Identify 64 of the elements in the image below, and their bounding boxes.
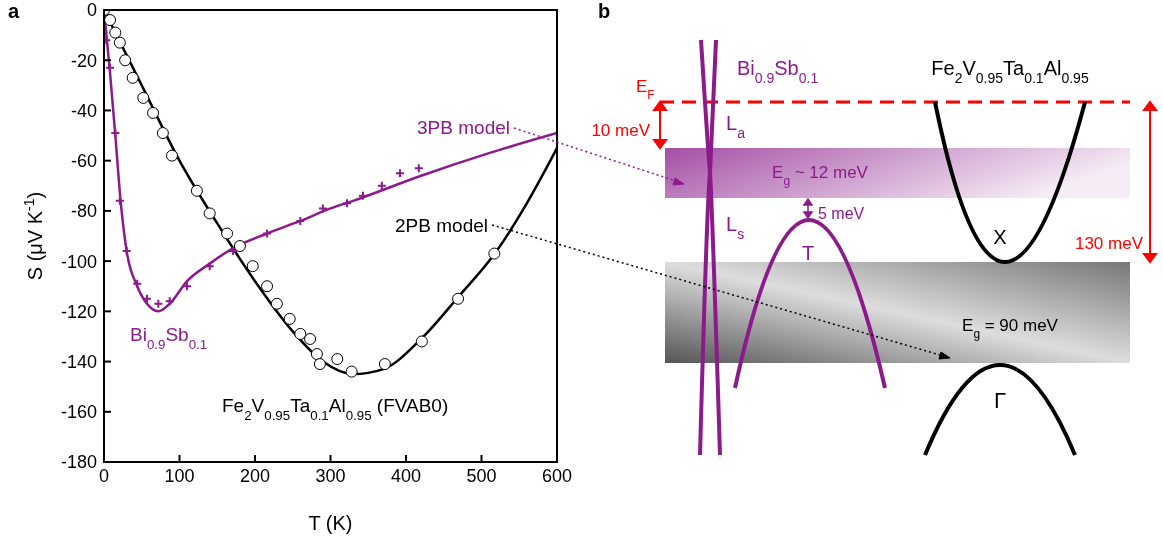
x-tick-label: 400 (390, 465, 422, 486)
text: Bi$_{0.9}$Sb$_{0.1}$ (737, 57, 819, 86)
x-tick-label: 200 (239, 465, 271, 486)
point (221, 227, 234, 240)
point (126, 71, 139, 84)
y-tick-label: -120 (60, 301, 97, 322)
text: E$_{g}$ ~ 12 meV (772, 163, 869, 188)
y-tick-label: -80 (70, 201, 97, 222)
point (203, 207, 216, 220)
y-tick-label: -40 (70, 100, 97, 121)
y-tick-label: -180 (60, 452, 97, 473)
series-label: 2PB model (395, 215, 488, 236)
text: 130 meV (1074, 234, 1144, 253)
x-tick-label: 300 (315, 465, 346, 486)
point (415, 335, 428, 348)
point (378, 358, 391, 371)
text: 10 meV (591, 121, 651, 140)
point (119, 54, 132, 67)
text: b (598, 0, 611, 22)
point (345, 365, 358, 378)
text: X (993, 226, 1007, 248)
text: L$_{a}$ (726, 112, 746, 141)
point (310, 348, 323, 361)
point (156, 127, 169, 140)
text: E$_{g}$ = 90 meV (962, 316, 1059, 341)
y-tick-label: -60 (70, 151, 97, 172)
point (261, 280, 274, 293)
x-axis-title: T (K) (308, 512, 353, 534)
y-tick-label: -100 (60, 251, 97, 272)
x-tick-label: 600 (541, 465, 573, 486)
y-tick-label: -20 (70, 50, 97, 71)
y-tick-label: -160 (60, 402, 97, 423)
text: 5 meV (818, 205, 865, 222)
text: Fe$_{2}$V$_{0.95}$Ta$_{0.1}$Al$_{0.95}$ (931, 57, 1089, 86)
point (113, 36, 126, 49)
point (165, 149, 178, 162)
point (109, 26, 122, 39)
x-tick-label: 0 (98, 465, 110, 486)
series-label: Bi$_{0.9}$Sb$_{0.1}$ (130, 324, 208, 352)
point (283, 312, 296, 325)
point (137, 91, 150, 104)
point (246, 260, 259, 273)
point (488, 247, 501, 260)
y-tick-label: 0 (86, 0, 97, 21)
chart-title: a (8, 0, 20, 22)
point (270, 297, 283, 310)
point (313, 358, 326, 371)
text: Γ (993, 388, 1007, 413)
text: E$_{F}$ (636, 77, 655, 102)
point (304, 332, 317, 345)
point (294, 327, 307, 340)
point (331, 353, 344, 366)
y-tick-label: -140 (60, 351, 97, 372)
x-tick-label: 100 (164, 465, 195, 486)
text: L$_{s}$ (726, 213, 745, 242)
point (233, 240, 246, 253)
point (104, 14, 117, 27)
text: Fe$_{2}$V$_{0.95}$Ta$_{0.1}$Al$_{0.95}$ (FVAB0) (222, 395, 449, 423)
point (452, 292, 465, 305)
text: T (801, 242, 815, 264)
series-label: 3PB model (417, 117, 510, 138)
x-tick-label: 500 (466, 465, 497, 486)
point (190, 184, 203, 197)
point (147, 106, 160, 119)
